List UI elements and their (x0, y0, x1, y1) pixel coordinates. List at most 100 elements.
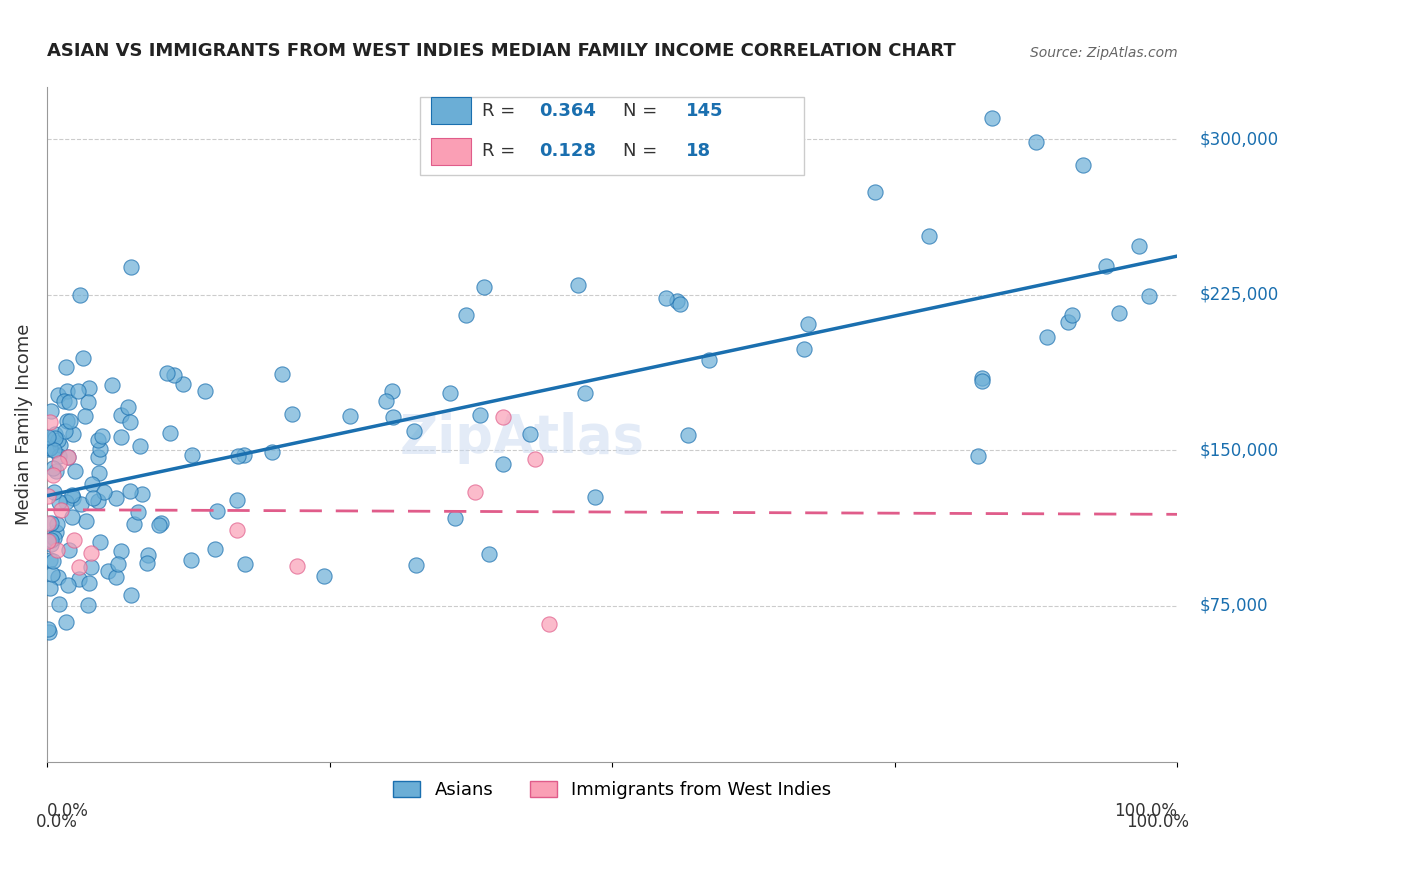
Point (120, 588, 142, 602)
Point (101, 378, 124, 392)
Point (110, 544, 132, 558)
Point (120, 483, 142, 498)
Point (49, 438, 72, 452)
Point (381, 384, 404, 398)
Text: 0.128: 0.128 (538, 143, 596, 161)
Point (53, 424, 76, 438)
Point (1035, 330, 1057, 344)
Point (97, 564, 120, 578)
Point (405, 558, 427, 572)
Text: ASIAN VS IMMIGRANTS FROM WEST INDIES MEDIAN FAMILY INCOME CORRELATION CHART: ASIAN VS IMMIGRANTS FROM WEST INDIES MED… (46, 42, 956, 61)
Point (159, 426, 181, 441)
Point (970, 374, 993, 388)
Point (666, 294, 689, 309)
Point (1060, 308, 1083, 322)
Point (37, 442, 59, 456)
Point (120, 260, 142, 275)
Point (226, 449, 249, 463)
Point (339, 409, 361, 424)
Point (122, 516, 145, 531)
Point (86, 450, 108, 464)
Point (48, 495, 70, 509)
Text: ZipAtlas: ZipAtlas (399, 412, 644, 464)
Point (46, 569, 69, 583)
Point (567, 278, 589, 293)
Legend: Asians, Immigrants from West Indies: Asians, Immigrants from West Indies (385, 773, 838, 806)
Point (42, 484, 65, 499)
Text: $225,000: $225,000 (1201, 285, 1279, 303)
Point (117, 400, 139, 414)
Point (37, 516, 59, 530)
Point (38, 624, 60, 639)
Point (271, 367, 294, 381)
Point (676, 428, 699, 442)
Point (77, 395, 100, 409)
Point (472, 280, 495, 294)
Point (149, 516, 172, 530)
Point (56, 450, 79, 464)
Point (38, 441, 60, 455)
Point (39, 516, 62, 530)
FancyBboxPatch shape (420, 97, 804, 175)
Point (105, 491, 128, 505)
Point (523, 452, 546, 467)
Point (77, 576, 100, 591)
Point (93, 485, 115, 500)
Point (1057, 315, 1080, 329)
Point (233, 448, 256, 462)
Text: 18: 18 (686, 143, 711, 161)
Text: $300,000: $300,000 (1201, 130, 1279, 148)
Point (56, 384, 79, 399)
Point (519, 426, 541, 441)
Text: $150,000: $150,000 (1201, 442, 1279, 459)
Point (67, 384, 90, 398)
Point (41, 460, 63, 475)
Point (58, 395, 80, 409)
Point (67, 572, 90, 586)
Point (60, 488, 83, 502)
Text: Source: ZipAtlas.com: Source: ZipAtlas.com (1029, 46, 1177, 61)
Point (107, 557, 129, 571)
Text: R =: R = (482, 143, 522, 161)
Point (76, 598, 98, 612)
Point (464, 485, 486, 500)
Text: 0.0%: 0.0% (35, 814, 77, 831)
Point (136, 548, 159, 562)
Bar (432, 137, 471, 165)
Point (69, 287, 91, 301)
Point (966, 449, 988, 463)
Point (1137, 289, 1160, 303)
Text: 0.364: 0.364 (538, 102, 596, 120)
Point (226, 523, 249, 537)
Point (67, 559, 90, 574)
Point (172, 376, 194, 391)
Point (41, 566, 63, 581)
Point (1108, 306, 1130, 320)
Point (796, 317, 818, 331)
Point (37, 430, 59, 444)
Point (972, 370, 994, 384)
Point (75, 409, 97, 423)
Point (128, 505, 150, 519)
Point (62, 427, 84, 442)
Point (63, 464, 86, 478)
Point (981, 112, 1004, 126)
Point (1073, 158, 1095, 172)
Text: N =: N = (623, 143, 664, 161)
Point (39, 537, 62, 551)
Text: $75,000: $75,000 (1201, 597, 1268, 615)
Point (48, 456, 70, 470)
Point (91, 429, 114, 443)
Text: 100.0%: 100.0% (1126, 814, 1189, 831)
Point (46, 388, 69, 402)
Point (60, 510, 83, 524)
Point (77, 381, 100, 395)
Point (148, 518, 170, 533)
Point (89, 534, 111, 549)
Point (58, 543, 80, 558)
Point (39, 533, 62, 548)
Point (42, 442, 65, 457)
Point (1095, 259, 1118, 273)
Point (38, 415, 60, 429)
Point (44, 431, 66, 445)
